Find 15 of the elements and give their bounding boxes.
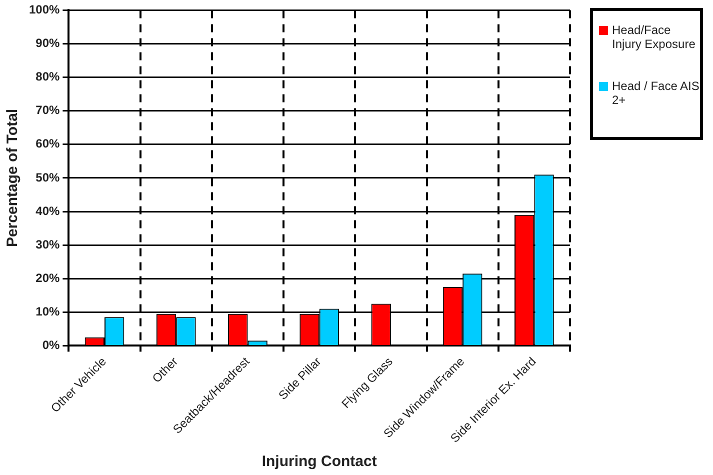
y-tick-label: 90% xyxy=(36,36,60,50)
y-tick-label: 20% xyxy=(36,270,60,285)
y-tick-label: 0% xyxy=(42,338,60,352)
y-tick-label: 100% xyxy=(28,2,60,17)
y-tick-label: 60% xyxy=(36,136,60,151)
y-tick-label: 50% xyxy=(36,170,60,184)
x-axis-title: Injuring Contact xyxy=(262,453,377,470)
y-tick-label: 40% xyxy=(36,204,60,218)
legend-label: Head / Face AIS 2+ xyxy=(612,79,700,107)
y-tick-label: 80% xyxy=(36,70,60,84)
y-tick-label: 30% xyxy=(36,237,60,252)
y-axis-title: Percentage of Total xyxy=(4,108,22,247)
y-tick-label: 70% xyxy=(36,103,60,118)
y-tick-label: 10% xyxy=(36,304,60,318)
legend-label: Head/Face Injury Exposure xyxy=(612,23,696,51)
